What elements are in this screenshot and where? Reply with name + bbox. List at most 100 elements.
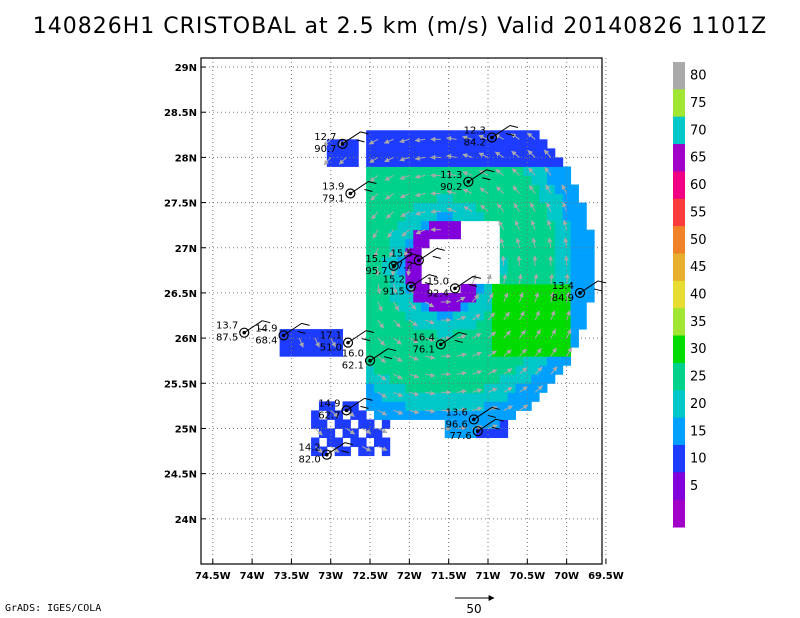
y-tick-label: 25N xyxy=(175,424,197,435)
x-axis-ticks: 74.5W 74W 73.5W 73W 72.5W 72W 71.5W 71W 70.5W 70W… xyxy=(195,559,624,582)
field-cell xyxy=(413,365,422,375)
field-cell xyxy=(531,356,540,366)
field-cell xyxy=(444,320,454,330)
field-cell xyxy=(452,193,461,204)
station-dir-label: 77.6 xyxy=(450,431,472,442)
field-cell xyxy=(436,356,446,366)
station-ring xyxy=(486,132,498,143)
wind-vector xyxy=(478,152,489,158)
station-speed-label: 13.9 xyxy=(322,182,344,193)
field-cell xyxy=(499,193,509,204)
field-cell xyxy=(484,311,493,321)
field-cell xyxy=(531,320,540,330)
field-cell xyxy=(460,283,469,294)
field-cell xyxy=(413,283,422,294)
field-cell xyxy=(413,202,422,213)
field-cell xyxy=(554,229,564,240)
wind-vector xyxy=(377,301,383,312)
field-cell xyxy=(468,202,477,213)
field-cell xyxy=(562,283,572,294)
field-cell xyxy=(397,157,406,167)
field-cell xyxy=(436,184,446,195)
x-tick-label: 74.5W xyxy=(195,571,231,582)
field-cell xyxy=(515,229,524,240)
field-cell xyxy=(523,356,532,366)
field-cell xyxy=(373,283,383,294)
field-cell xyxy=(429,193,438,204)
wind-vector xyxy=(510,133,520,140)
field-cell xyxy=(381,347,391,357)
station-dir-label: 51.0 xyxy=(320,343,342,354)
field-cell xyxy=(405,247,414,258)
wind-vector xyxy=(534,366,543,375)
field-cell xyxy=(366,365,375,375)
wind-vector xyxy=(377,373,387,381)
field-cell xyxy=(554,175,564,185)
field-cell xyxy=(507,274,517,285)
field-cell xyxy=(468,392,477,402)
field-cell xyxy=(389,193,399,204)
field-cell xyxy=(507,347,517,357)
field-cell xyxy=(436,157,446,167)
wind-vector xyxy=(377,355,386,364)
field-cell xyxy=(397,274,406,285)
field-cell xyxy=(413,193,422,204)
legend-label: 15 xyxy=(690,424,707,439)
legend-label: 25 xyxy=(690,370,707,385)
field-cell xyxy=(499,238,509,249)
field-cell xyxy=(539,283,548,294)
field-cell xyxy=(413,148,422,158)
field-cell xyxy=(389,338,399,348)
field-cell xyxy=(318,347,328,357)
station-ring xyxy=(574,287,586,299)
field-cell xyxy=(515,148,524,158)
field-cell xyxy=(554,311,564,321)
wind-vector xyxy=(330,337,336,348)
field-cell xyxy=(389,365,399,375)
field-cell xyxy=(429,130,438,140)
field-cell xyxy=(570,329,579,339)
field-cell xyxy=(413,383,422,393)
wind-vector xyxy=(462,188,473,194)
field-cell xyxy=(318,338,328,348)
field-cell xyxy=(405,184,414,195)
station-dir-label: 90.2 xyxy=(440,182,462,193)
field-cell xyxy=(499,365,509,375)
station-ring xyxy=(472,426,483,437)
field-cell xyxy=(334,157,344,167)
wind-vector xyxy=(528,184,536,194)
field-cell xyxy=(562,175,572,185)
legend-swatch xyxy=(673,444,685,473)
field-cell xyxy=(539,184,548,195)
wind-vector xyxy=(415,229,426,235)
field-cell xyxy=(381,265,391,276)
station-marker: 12.384.2 xyxy=(464,125,519,149)
field-cell xyxy=(389,148,399,158)
field-cell xyxy=(570,229,579,240)
field-cell xyxy=(436,329,446,339)
station-dir-label: 84.2 xyxy=(464,138,486,149)
field-cell xyxy=(523,211,532,222)
field-cell xyxy=(515,356,524,366)
field-cell xyxy=(491,311,501,321)
field-cell xyxy=(586,256,595,267)
field-cell xyxy=(413,157,422,167)
field-cell xyxy=(499,329,509,339)
field-cell xyxy=(539,229,548,240)
field-cell xyxy=(491,202,501,213)
field-cell xyxy=(452,410,461,420)
wind-vector xyxy=(368,138,379,145)
field-cell xyxy=(523,329,532,339)
field-cell xyxy=(366,130,375,140)
field-cell xyxy=(460,320,469,330)
wind-barb xyxy=(473,406,500,420)
field-cell xyxy=(507,320,517,330)
wind-vector xyxy=(384,156,394,163)
field-cell xyxy=(499,175,509,185)
field-cell xyxy=(421,311,430,321)
wind-vector xyxy=(472,351,482,357)
station-dir-label: 62.7 xyxy=(318,410,340,421)
field-cell xyxy=(413,410,422,420)
field-cell xyxy=(429,356,438,366)
wind-vector xyxy=(456,315,467,321)
